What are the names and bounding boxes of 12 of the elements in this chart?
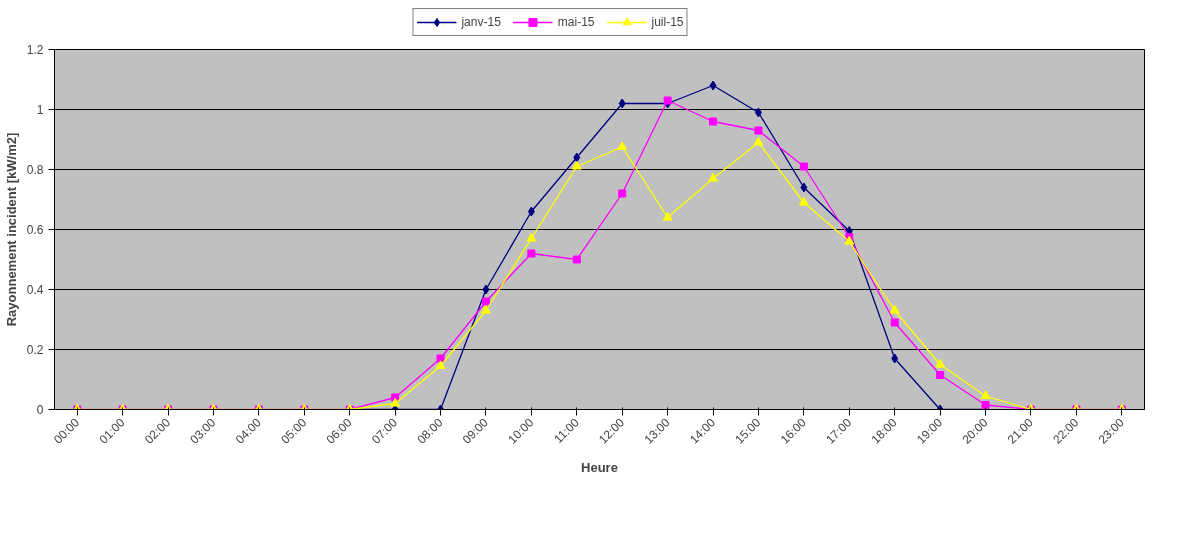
- y-axis-title: Rayonnement incident [kW/m2]: [3, 132, 19, 327]
- y-tick-label: 1.2: [26, 43, 44, 57]
- y-tick-label: 0.2: [26, 343, 44, 357]
- y-tick-label: 0: [36, 403, 44, 417]
- y-tick-label: 1: [36, 103, 44, 117]
- legend-label: janv-15: [461, 15, 501, 29]
- y-tick-label: 0.6: [26, 223, 44, 237]
- x-axis-title: Heure: [581, 459, 618, 475]
- y-tick-label: 0.4: [26, 283, 44, 297]
- y-tick-label: 0.8: [26, 163, 44, 177]
- legend-label: juil-15: [651, 15, 684, 29]
- legend-label: mai-15: [557, 15, 595, 29]
